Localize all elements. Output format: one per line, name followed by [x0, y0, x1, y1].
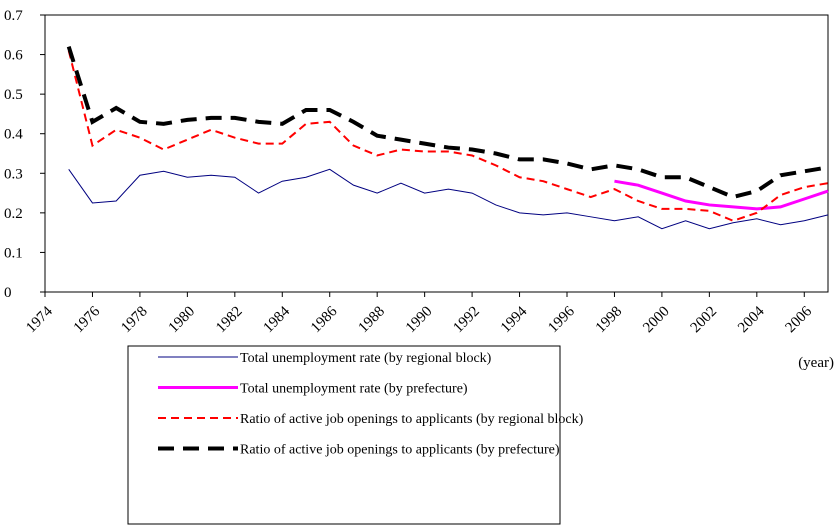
y-tick-label: 0.5: [4, 87, 23, 103]
plot-area: [44, 14, 829, 293]
series-line: [68, 168, 829, 230]
legend-label: Total unemployment rate (by regional blo…: [240, 351, 492, 366]
x-tick-label: 2000: [640, 304, 673, 337]
legend-label: Ratio of active job openings to applican…: [240, 412, 584, 427]
x-tick-label: 1974: [23, 303, 56, 336]
x-tick-label: 2004: [735, 303, 768, 336]
y-tick-label: 0.6: [4, 48, 23, 64]
y-tick-label: 0.4: [4, 127, 23, 143]
x-tick-label: 1994: [498, 303, 531, 336]
x-tick-label: 2002: [688, 304, 721, 337]
x-tick-label: 2006: [783, 303, 816, 336]
x-tick-label: 1982: [213, 304, 246, 337]
legend-label: Total unemployment rate (by prefecture): [240, 382, 468, 397]
x-tick-label: 1990: [403, 304, 436, 337]
x-tick-label: 1978: [118, 304, 151, 337]
x-tick-label: 1992: [450, 304, 483, 337]
x-tick-label: 1998: [593, 304, 626, 337]
y-tick-label: 0: [4, 285, 12, 301]
y-tick-label: 0.1: [4, 245, 23, 261]
series-line: [614, 179, 829, 211]
series-line: [67, 50, 829, 222]
y-tick-label: 0.3: [4, 166, 23, 182]
x-tick-label: 1976: [71, 303, 104, 336]
x-axis-unit: (year): [798, 355, 834, 371]
legend-box: [127, 345, 561, 525]
x-tick-label: 1984: [261, 303, 294, 336]
x-tick-label: 1980: [166, 304, 199, 337]
x-tick-label: 1988: [355, 304, 388, 337]
x-tick-label: 1996: [545, 303, 578, 336]
series-line: [66, 46, 829, 200]
y-tick-label: 0.2: [4, 206, 23, 222]
y-tick-label: 0.7: [4, 8, 23, 24]
x-tick-label: 1986: [308, 303, 341, 336]
legend-label: Ratio of active job openings to applican…: [240, 443, 560, 458]
